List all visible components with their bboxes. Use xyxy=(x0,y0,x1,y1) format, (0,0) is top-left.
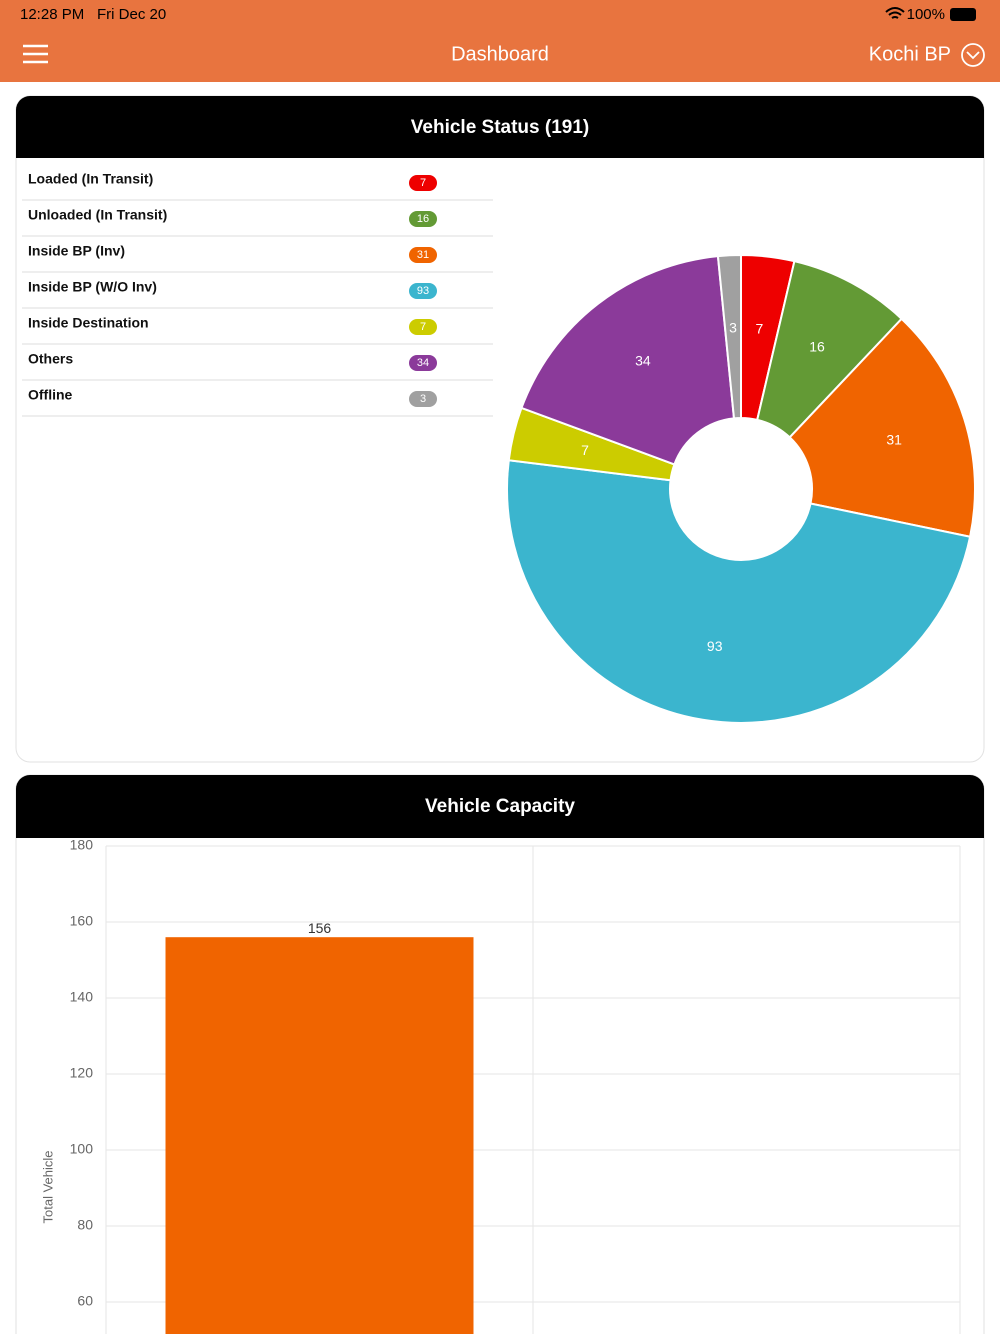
y-tick-label: 60 xyxy=(77,1293,93,1309)
y-axis-label: Total Vehicle xyxy=(40,1151,55,1224)
pie-slice xyxy=(788,317,976,538)
legend-label: Unloaded (In Transit) xyxy=(28,207,167,223)
card-title: Vehicle Capacity xyxy=(425,796,575,817)
legend-label: Offline xyxy=(28,387,73,403)
legend-badge xyxy=(409,355,437,371)
legend-value: 93 xyxy=(417,285,429,297)
legend-badge xyxy=(409,247,437,263)
card-header xyxy=(16,96,984,158)
card-title: Vehicle Status (191) xyxy=(411,117,589,138)
bar xyxy=(165,937,474,1334)
location-selector[interactable]: Kochi BP xyxy=(869,43,951,65)
capacity-card xyxy=(15,774,985,1334)
y-tick-label: 80 xyxy=(77,1217,93,1233)
legend-value: 3 xyxy=(420,393,426,405)
legend-value: 7 xyxy=(420,321,426,333)
slice-label: 93 xyxy=(707,638,723,654)
menu-button[interactable] xyxy=(23,44,48,64)
legend-badge xyxy=(409,211,437,227)
slice-label: 31 xyxy=(886,432,902,448)
status-time: 12:28 PM xyxy=(20,6,84,23)
pie-slice xyxy=(506,459,972,724)
battery-icon xyxy=(950,8,976,21)
bar-value-label: 156 xyxy=(308,920,332,936)
slice-label: 7 xyxy=(756,320,764,336)
legend-label: Inside BP (W/O Inv) xyxy=(28,279,157,295)
legend-value: 31 xyxy=(417,249,429,261)
legend-badge xyxy=(409,319,437,335)
location-dropdown[interactable] xyxy=(961,43,985,67)
y-tick-label: 100 xyxy=(70,1141,94,1157)
y-tick-label: 180 xyxy=(70,837,94,853)
legend-label: Loaded (In Transit) xyxy=(28,171,153,187)
slice-label: 3 xyxy=(729,319,737,335)
slice-label: 16 xyxy=(809,338,825,354)
wifi-icon xyxy=(885,7,905,19)
legend-badge xyxy=(409,283,437,299)
legend-label: Others xyxy=(28,351,73,367)
legend-value: 16 xyxy=(417,213,429,225)
x-grid xyxy=(105,846,961,1334)
card-header xyxy=(16,775,984,838)
y-tick-label: 140 xyxy=(70,989,94,1005)
legend-value: 7 xyxy=(420,177,426,189)
legend-label: Inside Destination xyxy=(28,315,149,331)
slice-label: 34 xyxy=(635,353,651,369)
slice-label: 7 xyxy=(581,442,589,458)
legend-label: Inside BP (Inv) xyxy=(28,243,125,259)
nav-bar xyxy=(0,0,1000,82)
y-tick-label: 160 xyxy=(70,913,94,929)
battery-label: 100% xyxy=(907,6,945,23)
legend-value: 34 xyxy=(417,357,429,369)
pie-slice xyxy=(716,253,742,420)
legend-badge xyxy=(409,175,437,191)
legend-badge xyxy=(409,391,437,407)
y-tick-label: 120 xyxy=(70,1065,94,1081)
pie-slice xyxy=(520,255,736,466)
nav-title: Dashboard xyxy=(451,43,549,65)
status-date: Fri Dec 20 xyxy=(97,6,166,23)
